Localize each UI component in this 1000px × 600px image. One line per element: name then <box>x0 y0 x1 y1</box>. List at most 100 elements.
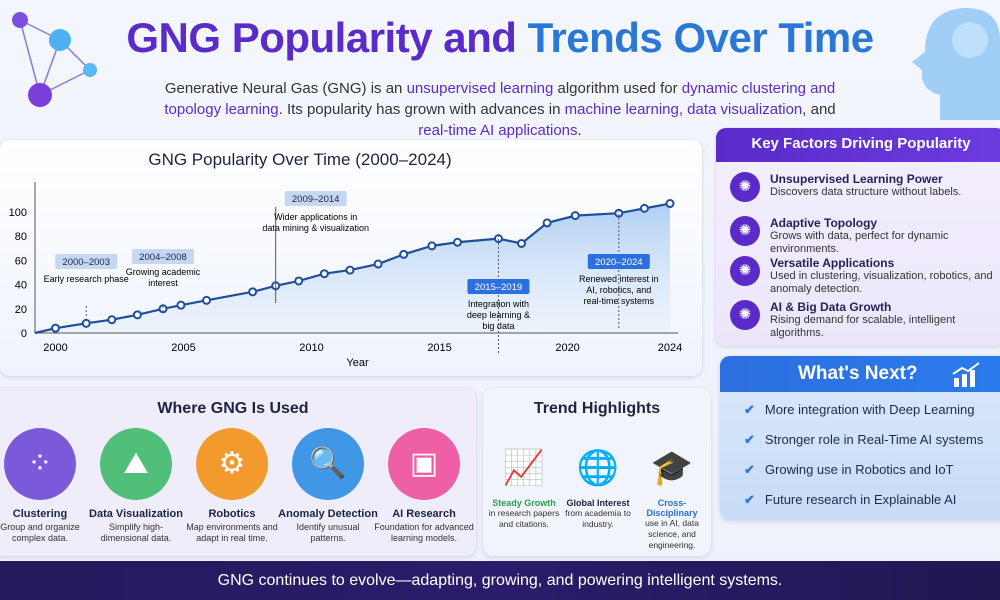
annotation-text: big data <box>482 321 514 331</box>
whats-next-item: ✔ Growing use in Robotics and IoT <box>744 462 954 477</box>
use-case-item: ▣ AI Research Foundation for advanced lear… <box>374 428 474 544</box>
data-point <box>158 304 168 314</box>
use-case-item: 🔍 Anomaly Detection Identify unusual patte… <box>278 428 378 544</box>
annotation-period: 2015–2019 <box>475 282 523 293</box>
key-factor-item: ✺ AI & Big Data Growth Rising demand for s… <box>730 300 1000 340</box>
use-case-icon: ⁘ <box>4 428 76 500</box>
data-point <box>248 287 258 297</box>
area-fill <box>35 203 670 333</box>
data-point <box>427 241 437 251</box>
data-point <box>50 323 60 333</box>
annotation-period: 2004–2008 <box>139 252 187 263</box>
key-factor-item: ✺ Versatile Applications Used in clusterin… <box>730 256 1000 296</box>
network-decoration-icon <box>12 12 97 107</box>
trend-highlight-item: 📈 Steady Growth in research papers and cit… <box>485 438 563 530</box>
gear-brain-icon: ✺ <box>730 172 760 202</box>
key-factor-item: ✺ Unsupervised Learning Power Discovers da… <box>730 172 1000 202</box>
data-point <box>294 276 304 286</box>
annotation-period: 2000–2003 <box>62 257 110 268</box>
annotation-period: 2009–2014 <box>292 194 340 205</box>
data-point <box>665 199 675 209</box>
data-point <box>639 203 649 213</box>
trend-highlight-item: 🌐 Global Interest from academia to industr… <box>559 438 637 530</box>
x-tick-label: 2024 <box>658 342 682 354</box>
check-icon: ✔ <box>744 402 755 417</box>
key-factors-panel: Key Factors Driving Popularity ✺ Unsuperv… <box>716 128 1000 346</box>
use-case-item: ⛰ Data Visualization Simplify high-dimensi… <box>86 428 186 544</box>
use-case-item: ⁘ Clustering Group and organize complex da… <box>0 428 90 544</box>
annotation-badge <box>55 254 118 269</box>
annotation-badge <box>284 191 347 206</box>
data-point <box>452 237 462 247</box>
use-case-icon: 🔍 <box>292 428 364 500</box>
page-title: GNG Popularity and Trends Over Time <box>126 14 874 61</box>
annotation-text: Early research phase <box>44 274 129 284</box>
where-used-panel: Where GNG Is Used ⁘ Clustering Group and o… <box>0 388 476 556</box>
data-point <box>176 300 186 310</box>
x-tick-label: 2015 <box>427 342 451 354</box>
annotation-text: AI, robotics, and <box>586 285 651 295</box>
y-tick-label: 20 <box>15 304 27 316</box>
data-point <box>399 249 409 259</box>
footer-banner: GNG continues to evolve—adapting, growin… <box>0 561 1000 600</box>
y-tick-label: 80 <box>15 231 27 243</box>
use-case-icon: ⚙ <box>196 428 268 500</box>
use-case-item: ⚙ Robotics Map environments and adapt in r… <box>182 428 282 544</box>
annotation-text: Growing academic <box>126 267 201 277</box>
annotation-text: deep learning & <box>467 310 530 320</box>
topology-icon: ✺ <box>730 216 760 246</box>
data-point <box>319 269 329 279</box>
check-icon: ✔ <box>744 462 755 477</box>
trend-icon: 🎓 <box>650 449 694 487</box>
x-tick-label: 2000 <box>43 342 67 354</box>
data-point <box>516 238 526 248</box>
data-point <box>542 218 552 228</box>
trend-highlight-item: 🎓 Cross-Disciplinary use in AI, data scien… <box>633 438 711 551</box>
ai-head-icon <box>912 8 1000 120</box>
use-case-icon: ⛰ <box>100 428 172 500</box>
annotation-badge <box>587 254 650 269</box>
data-point <box>570 211 580 221</box>
annotation-text: Renewed interest in <box>579 274 659 284</box>
chart-title: GNG Popularity Over Time (2000–2024) <box>148 150 452 169</box>
data-point <box>373 259 383 269</box>
data-point <box>614 208 624 218</box>
annotation-text: data mining & visualization <box>262 223 369 233</box>
annotation-period: 2020–2024 <box>595 257 643 268</box>
y-tick-label: 100 <box>9 207 27 219</box>
subtitle: Generative Neural Gas (GNG) is an unsupe… <box>164 80 836 139</box>
trend-icon: 🌐 <box>576 449 620 487</box>
annotation-text: real-time systems <box>584 296 655 306</box>
x-tick-label: 2005 <box>171 342 195 354</box>
whats-next-panel: What's Next? ✔ More integration with Deep… <box>720 356 1000 520</box>
annotation-badge <box>132 249 195 264</box>
whats-next-item: ✔ Stronger role in Real-Time AI systems <box>744 432 984 447</box>
data-point <box>345 265 355 275</box>
trend-highlights-title: Trend Highlights <box>533 400 661 417</box>
where-used-title: Where GNG Is Used <box>157 400 309 417</box>
y-tick-label: 0 <box>21 328 27 340</box>
chart-panel: GNG Popularity Over Time (2000–2024) 0 20… <box>0 140 702 376</box>
y-tick-label: 40 <box>15 280 27 292</box>
annotation-text: Integration with <box>468 299 529 309</box>
popularity-chart: 0 20 40 60 80 100 2000 2005 2010 2015 2020 2024 Year… <box>9 182 682 369</box>
check-icon: ✔ <box>744 492 755 507</box>
data-point <box>81 318 91 328</box>
network-burst-icon: ✺ <box>730 300 760 330</box>
key-factor-item: ✺ Adaptive Topology Grows with data, perfe… <box>730 216 1000 256</box>
check-icon: ✔ <box>744 432 755 447</box>
use-case-icon: ▣ <box>388 428 460 500</box>
trend-icon: 📈 <box>502 449 546 487</box>
annotation-text: interest <box>148 278 178 288</box>
whats-next-item: ✔ Future research in Explainable AI <box>744 492 957 507</box>
whats-next-item: ✔ More integration with Deep Learning <box>744 402 975 417</box>
x-tick-label: 2010 <box>299 342 323 354</box>
annotation-text: Wider applications in <box>274 212 357 222</box>
data-point <box>107 315 117 325</box>
apps-icon: ✺ <box>730 256 760 286</box>
trend-highlights-panel: Trend Highlights 📈 Steady Growth in resear… <box>483 388 711 556</box>
annotation-badge <box>467 279 530 294</box>
data-point <box>132 310 142 320</box>
key-factors-title: Key Factors Driving Popularity <box>716 128 1000 162</box>
x-axis-label: Year <box>346 357 369 369</box>
